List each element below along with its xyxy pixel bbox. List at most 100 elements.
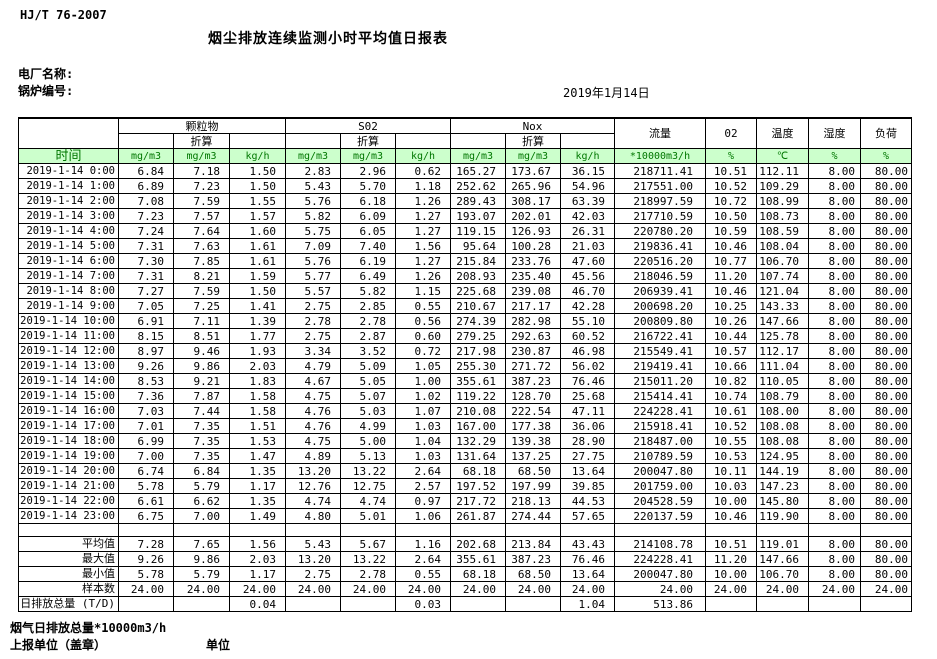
- value-cell: 80.00: [860, 268, 912, 284]
- value-cell: 109.29: [756, 178, 809, 194]
- nox-converted-header: 折算: [505, 133, 561, 149]
- value-cell: 6.19: [340, 253, 396, 269]
- value-cell: 1.06: [395, 508, 451, 524]
- value-cell: 112.17: [756, 343, 809, 359]
- summary-value-cell: 68.18: [450, 566, 506, 582]
- value-cell: 12.76: [285, 478, 341, 494]
- value-cell: 8.00: [808, 373, 861, 389]
- summary-value-cell: 9.26: [118, 551, 174, 567]
- summary-row: 最小值 5.78 5.79 1.17 2.75 2.78 0.55 68.18 68.50 13.…: [18, 566, 912, 582]
- humidity-header: 湿度: [808, 117, 861, 149]
- value-cell: 80.00: [860, 193, 912, 209]
- value-cell: 119.15: [450, 223, 506, 239]
- value-cell: 167.00: [450, 418, 506, 434]
- summary-value-cell: 9.86: [173, 551, 230, 567]
- value-cell: 7.31: [118, 268, 174, 284]
- value-cell: 219419.41: [614, 358, 706, 374]
- pm-group-header: 颗粒物: [118, 117, 286, 134]
- value-cell: 1.07: [395, 403, 451, 419]
- value-cell: 200809.80: [614, 313, 706, 329]
- value-cell: 10.82: [705, 373, 757, 389]
- value-cell: 5.13: [340, 448, 396, 464]
- value-cell: 308.17: [505, 193, 561, 209]
- value-cell: 8.00: [808, 178, 861, 194]
- time-cell: 2019-1-14 19:00: [18, 448, 119, 464]
- value-cell: 282.98: [505, 313, 561, 329]
- summary-value-cell: 80.00: [860, 566, 912, 582]
- summary-value-cell: 1.16: [395, 536, 451, 552]
- table-row: 2019-1-14 6:00 7.30 7.85 1.61 5.76 6.19 1.27 21…: [18, 253, 912, 269]
- value-cell: 76.46: [560, 373, 615, 389]
- pm-converted-header: 折算: [173, 133, 230, 149]
- value-cell: 0.62: [395, 163, 451, 179]
- summary-value-cell: 76.46: [560, 551, 615, 567]
- value-cell: 7.05: [118, 298, 174, 314]
- value-cell: 6.84: [173, 463, 230, 479]
- value-cell: 7.08: [118, 193, 174, 209]
- corner-cell: [18, 117, 119, 149]
- value-cell: 10.57: [705, 343, 757, 359]
- table-row: 2019-1-14 13:00 9.26 9.86 2.03 4.79 5.09 1.05 2…: [18, 358, 912, 374]
- value-cell: 10.52: [705, 178, 757, 194]
- summary-label-cell: 样本数: [18, 581, 119, 597]
- value-cell: 4.75: [285, 388, 341, 404]
- summary-value-cell: [450, 596, 506, 612]
- time-cell: 2019-1-14 15:00: [18, 388, 119, 404]
- value-cell: 8.53: [118, 373, 174, 389]
- value-cell: 10.74: [705, 388, 757, 404]
- value-cell: 218046.59: [614, 268, 706, 284]
- value-cell: 10.50: [705, 208, 757, 224]
- value-cell: 1.50: [229, 163, 286, 179]
- value-cell: 230.87: [505, 343, 561, 359]
- value-cell: 5.82: [285, 208, 341, 224]
- value-cell: 8.00: [808, 283, 861, 299]
- time-cell: 2019-1-14 14:00: [18, 373, 119, 389]
- page-title: 烟尘排放连续监测小时平均值日报表: [208, 31, 448, 47]
- value-cell: 80.00: [860, 313, 912, 329]
- value-cell: 3.52: [340, 343, 396, 359]
- value-cell: 147.66: [756, 313, 809, 329]
- table-row: 2019-1-14 20:00 6.74 6.84 1.35 13.20 13.22 2.6…: [18, 463, 912, 479]
- value-cell: 26.31: [560, 223, 615, 239]
- value-cell: 80.00: [860, 283, 912, 299]
- value-cell: 1.18: [395, 178, 451, 194]
- summary-value-cell: 80.00: [860, 551, 912, 567]
- value-cell: 5.82: [340, 283, 396, 299]
- value-cell: 387.23: [505, 373, 561, 389]
- table-row: 2019-1-14 3:00 7.23 7.57 1.57 5.82 6.09 1.27 19…: [18, 208, 912, 224]
- summary-label-cell: 日排放总量 (T/D): [18, 596, 119, 612]
- load-header: 负荷: [860, 117, 912, 149]
- value-cell: 80.00: [860, 238, 912, 254]
- value-cell: 355.61: [450, 373, 506, 389]
- value-cell: 5.00: [340, 433, 396, 449]
- value-cell: 4.89: [285, 448, 341, 464]
- summary-value-cell: 24.00: [285, 581, 341, 597]
- summary-value-cell: 24.00: [705, 581, 757, 597]
- table-row: 2019-1-14 4:00 7.24 7.64 1.60 5.75 6.05 1.27 11…: [18, 223, 912, 239]
- empty-cell: [860, 523, 912, 537]
- value-cell: 5.78: [118, 478, 174, 494]
- summary-value-cell: 1.04: [560, 596, 615, 612]
- value-cell: 80.00: [860, 403, 912, 419]
- value-cell: 5.43: [285, 178, 341, 194]
- empty-cell: [18, 523, 119, 537]
- value-cell: 1.26: [395, 193, 451, 209]
- time-cell: 2019-1-14 4:00: [18, 223, 119, 239]
- summary-value-cell: 43.43: [560, 536, 615, 552]
- table-row: 2019-1-14 9:00 7.05 7.25 1.41 2.75 2.85 0.55 21…: [18, 298, 912, 314]
- summary-value-cell: 355.61: [450, 551, 506, 567]
- summary-value-cell: [860, 596, 912, 612]
- time-cell: 2019-1-14 20:00: [18, 463, 119, 479]
- empty-cell: [285, 523, 341, 537]
- summary-value-cell: [340, 596, 396, 612]
- time-cell: 2019-1-14 22:00: [18, 493, 119, 509]
- value-cell: 1.15: [395, 283, 451, 299]
- unit-label: 单位: [206, 638, 231, 652]
- value-cell: 8.51: [173, 328, 230, 344]
- value-cell: 261.87: [450, 508, 506, 524]
- value-cell: 5.70: [340, 178, 396, 194]
- value-cell: 80.00: [860, 433, 912, 449]
- value-cell: 7.31: [118, 238, 174, 254]
- table-row: 2019-1-14 1:00 6.89 7.23 1.50 5.43 5.70 1.18 25…: [18, 178, 912, 194]
- time-cell: 2019-1-14 2:00: [18, 193, 119, 209]
